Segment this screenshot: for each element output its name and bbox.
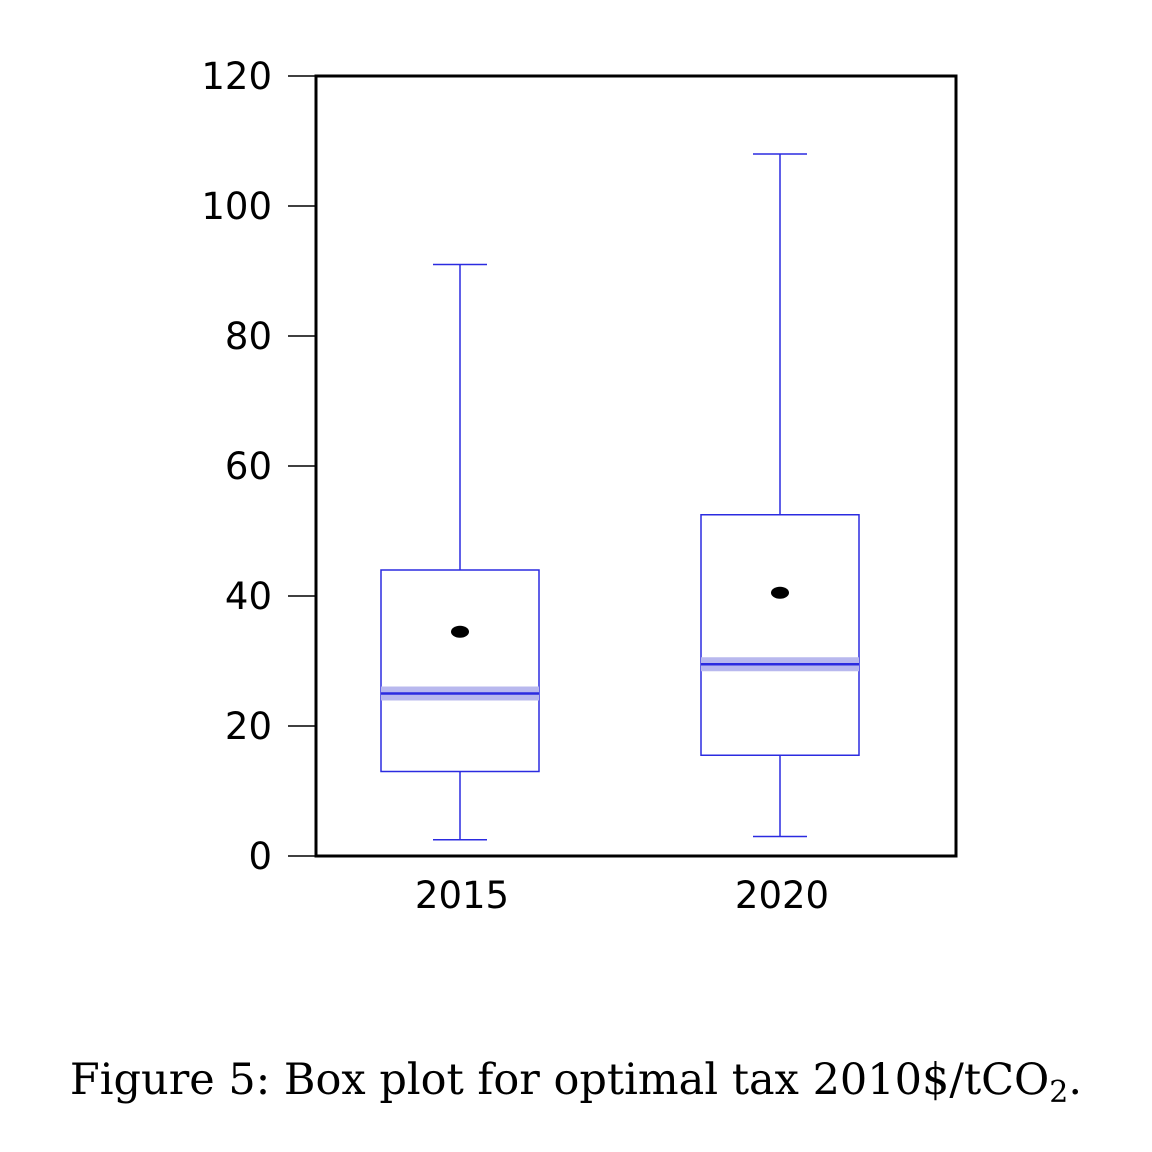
x-tick-label: 2015 (415, 874, 509, 917)
x-axis: 2015 2020 (415, 874, 829, 917)
y-tick-label: 40 (225, 575, 272, 618)
figure-caption: Figure 5: Box plot for optimal tax 2010$… (0, 1055, 1152, 1108)
caption-suffix: . (1068, 1055, 1083, 1105)
iqr-box (380, 569, 540, 773)
y-tick-label: 60 (225, 445, 272, 488)
plot-frame (314, 74, 958, 858)
box-plot-chart: 0 20 40 60 80 100 120 2015 2020 (201, 55, 958, 917)
box-2015 (380, 263, 540, 841)
mean-marker (771, 586, 789, 599)
y-axis: 0 20 40 60 80 100 120 (201, 55, 316, 878)
box-2020 (700, 153, 860, 838)
mean-marker (451, 625, 469, 638)
caption-subscript: 2 (1049, 1075, 1069, 1110)
iqr-box (700, 514, 860, 756)
y-tick-label: 100 (201, 185, 272, 228)
box-series (380, 153, 860, 841)
y-tick-label: 0 (248, 835, 272, 878)
caption-text: Figure 5: Box plot for optimal tax 2010$… (69, 1055, 1050, 1105)
y-tick-label: 20 (225, 705, 272, 748)
y-tick-label: 80 (225, 315, 272, 358)
x-tick-label: 2020 (735, 874, 829, 917)
y-tick-label: 120 (201, 55, 272, 98)
